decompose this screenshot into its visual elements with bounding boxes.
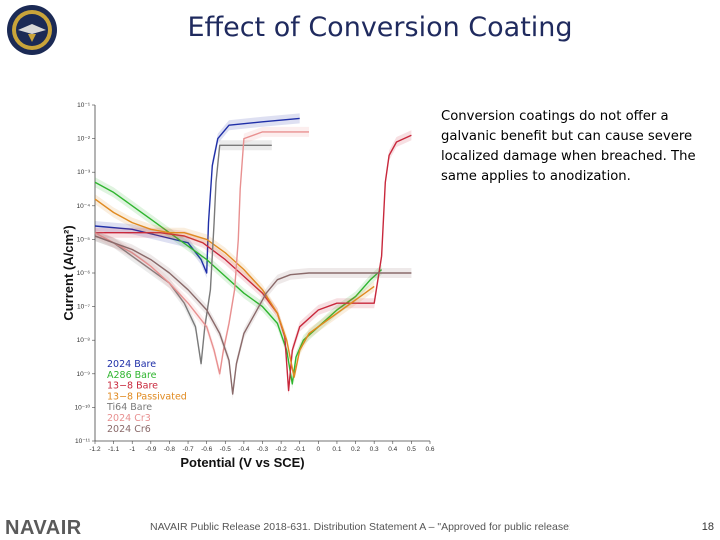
y-tick-label: 10⁻⁵ xyxy=(77,236,91,243)
x-tick-label: 0 xyxy=(317,446,321,453)
y-axis-label: Current (A/cm²) xyxy=(61,225,76,320)
series-line-5 xyxy=(94,144,272,365)
navy-seal-logo xyxy=(7,5,57,55)
footer-note: NAVAIR Public Release 2018-631. Distribu… xyxy=(150,521,570,533)
x-tick-label: -1.1 xyxy=(108,446,120,453)
series-band-4 xyxy=(95,194,375,383)
legend-entry: Ti64 Bare xyxy=(106,402,152,413)
y-tick-label: 10⁻² xyxy=(77,136,91,143)
x-tick-label: -0.4 xyxy=(238,446,250,453)
y-tick-label: 10⁻¹⁰ xyxy=(75,403,91,411)
description-text: Conversion coatings do not offer a galva… xyxy=(441,109,696,184)
x-tick-label: -0.3 xyxy=(257,446,269,453)
series-line-1 xyxy=(94,117,300,274)
series-line-4 xyxy=(94,198,375,378)
page-title: Effect of Conversion Coating xyxy=(187,12,573,43)
x-tick-label: 0.2 xyxy=(351,446,360,453)
y-tick-label: 10⁻³ xyxy=(77,169,91,176)
y-tick-label: 10⁻⁷ xyxy=(77,304,91,311)
x-tick-label: 0.1 xyxy=(332,446,341,453)
x-tick-label: 0.3 xyxy=(370,446,379,453)
y-tick-label: 10⁻⁶ xyxy=(77,270,91,277)
x-tick-label: -0.7 xyxy=(182,446,194,453)
page-number: 18 xyxy=(701,521,714,533)
x-tick-label: 0.4 xyxy=(388,446,397,453)
y-tick-label: 10⁻⁸ xyxy=(77,337,91,344)
legend-entry: A286 Bare xyxy=(107,370,157,381)
x-tick-label: -0.6 xyxy=(201,446,213,453)
x-tick-label: -0.8 xyxy=(164,446,176,453)
y-tick-label: 10⁻¹¹ xyxy=(75,438,91,445)
y-tick-label: 10⁻¹ xyxy=(77,102,91,109)
legend-entry: 2024 Bare xyxy=(107,359,156,370)
series-line-6 xyxy=(94,131,309,375)
polarization-chart: 10⁻¹ 10⁻² 10⁻³ 10⁻⁴ 10⁻⁵ 10⁻⁶ 10⁻⁷ 10⁻⁸ 10⁻⁹ 10⁻¹… xyxy=(61,102,435,470)
y-tick-label: 10⁻⁹ xyxy=(77,371,91,378)
x-tick-label: -0.9 xyxy=(145,446,157,453)
x-tick-label: -0.1 xyxy=(294,446,306,453)
x-tick-label: -0.5 xyxy=(220,446,232,453)
series-line-2 xyxy=(94,181,383,385)
series-line-7 xyxy=(94,235,412,395)
x-tick-label: -1 xyxy=(129,446,135,453)
x-tick-label: 0.6 xyxy=(425,446,434,453)
y-tick-label: 10⁻⁴ xyxy=(77,203,91,210)
x-tick-label: 0.5 xyxy=(407,446,416,453)
series-band-1 xyxy=(95,113,300,279)
legend-entry: 2024 Cr3 xyxy=(107,413,151,424)
series-line-3 xyxy=(95,134,412,392)
x-axis-label: Potential (V vs SCE) xyxy=(180,455,304,470)
legend-entry: 13−8 Bare xyxy=(107,381,158,392)
x-tick-label: -1.2 xyxy=(89,446,101,453)
legend-entry: 13−8 Passivated xyxy=(107,391,187,402)
x-tick-label: -0.2 xyxy=(276,446,288,453)
legend-entry: 2024 Cr6 xyxy=(107,424,151,435)
footer-brand: NAVAIR xyxy=(5,517,82,539)
